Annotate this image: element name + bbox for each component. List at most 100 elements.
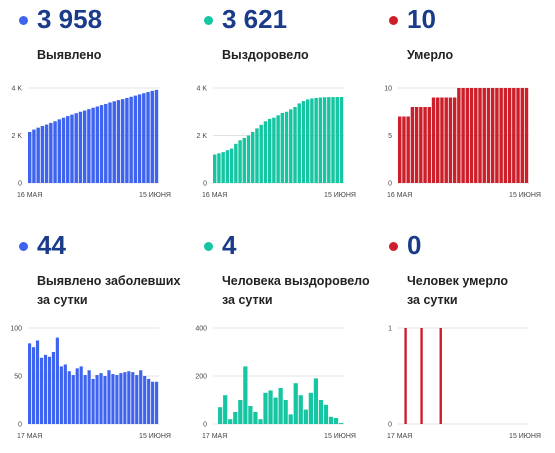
chart-bar xyxy=(221,152,225,184)
stat-sublabel: за сутки xyxy=(407,293,458,307)
chart-bar xyxy=(87,370,91,424)
chart-bar xyxy=(225,150,230,183)
y-tick-label: 2 K xyxy=(11,133,22,140)
chart-bar xyxy=(218,407,223,424)
chart-bar xyxy=(314,97,318,183)
chart-bar xyxy=(119,373,123,424)
chart-bar xyxy=(469,88,474,183)
y-tick-label: 50 xyxy=(14,374,22,381)
bar-chart: 0 50 100 17 МАЯ 15 ИЮНЯ xyxy=(10,326,171,441)
y-tick-label: 0 xyxy=(388,422,392,429)
x-end-label: 15 ИЮНЯ xyxy=(509,433,541,440)
chart-bar xyxy=(436,97,440,183)
chart-bar xyxy=(35,340,40,424)
y-tick-label: 1 xyxy=(388,326,392,333)
chart-bar xyxy=(125,97,129,183)
chart-bar xyxy=(99,373,103,424)
chart-bar xyxy=(474,88,478,183)
chart-bar xyxy=(61,117,66,183)
stat-label: Выявлено xyxy=(37,48,102,62)
stat-panel: 0 Человек умерло за сутки 0 1 17 МАЯ 15 ИЮНЯ xyxy=(370,226,555,452)
chart-bar xyxy=(339,97,344,183)
chart-bar xyxy=(139,370,143,424)
chart-bar xyxy=(103,376,107,424)
stat-value: 3 958 xyxy=(37,4,103,34)
chart-bar xyxy=(57,119,62,183)
chart-bar xyxy=(28,343,32,424)
chart-bar xyxy=(151,381,155,424)
chart-bar xyxy=(91,378,95,424)
chart-bar xyxy=(55,337,59,424)
x-start-label: 17 МАЯ xyxy=(202,433,227,440)
chart-bar xyxy=(499,88,503,183)
chart-bar xyxy=(305,99,310,183)
y-tick-label: 10 xyxy=(384,86,392,93)
stat-label: Выявлено заболевших xyxy=(37,274,181,288)
stat-value: 3 621 xyxy=(222,4,288,34)
chart-bar xyxy=(43,354,48,424)
chart-bar xyxy=(40,126,45,183)
chart-bar xyxy=(288,414,293,424)
chart-bar xyxy=(107,370,111,424)
stat-panel: 44 Выявлено заболевших за сутки 0 50 100 17 МА… xyxy=(0,226,185,452)
chart-bar xyxy=(318,97,323,183)
x-end-label: 15 ИЮНЯ xyxy=(139,192,171,199)
legend-dot-icon xyxy=(19,242,28,251)
y-tick-label: 0 xyxy=(18,422,22,429)
chart-bar xyxy=(335,97,339,183)
y-tick-label: 5 xyxy=(388,133,392,140)
chart-bar xyxy=(323,404,329,424)
bar-chart: 0 2 K 4 K 16 МАЯ 15 ИЮНЯ xyxy=(196,86,356,200)
chart-bar xyxy=(414,107,419,183)
chart-bar xyxy=(51,352,55,424)
stat-label: Человека выздоровело xyxy=(222,274,370,288)
chart-bar xyxy=(406,116,410,183)
y-tick-label: 0 xyxy=(388,181,392,188)
x-end-label: 15 ИЮНЯ xyxy=(509,192,541,199)
chart-bar xyxy=(482,88,486,183)
chart-bar xyxy=(150,90,154,183)
chart-bar xyxy=(251,131,255,183)
stat-label: Человек умерло xyxy=(407,274,509,288)
stat-panel: 3 958 Выявлено 0 2 K 4 K 16 МАЯ 15 ИЮНЯ xyxy=(0,0,185,226)
chart-bar xyxy=(87,109,91,183)
chart-bar xyxy=(448,97,453,183)
chart-bar xyxy=(223,395,228,424)
stat-sublabel: за сутки xyxy=(37,293,88,307)
stat-label: Выздоровело xyxy=(222,48,309,62)
x-start-label: 17 МАЯ xyxy=(387,433,412,440)
chart-bar xyxy=(49,122,53,183)
chart-bar xyxy=(71,375,75,424)
chart-bar xyxy=(516,88,520,183)
x-start-label: 17 МАЯ xyxy=(17,433,42,440)
chart-bar xyxy=(67,371,71,424)
chart-bar xyxy=(452,97,457,183)
chart-bar xyxy=(234,143,238,183)
chart-bar xyxy=(289,109,293,184)
chart-bar xyxy=(272,117,276,183)
legend-dot-icon xyxy=(204,16,213,25)
chart-bar xyxy=(268,390,273,424)
stat-value: 0 xyxy=(407,230,422,260)
chart-bar xyxy=(297,103,301,183)
chart-bar xyxy=(308,392,313,424)
chart-bar xyxy=(111,374,115,424)
stat-value: 10 xyxy=(407,4,436,34)
chart-bar xyxy=(512,88,516,183)
chart-bar xyxy=(104,103,108,183)
chart-bar xyxy=(147,378,151,424)
chart-bar xyxy=(419,107,423,183)
chart-bar xyxy=(95,375,99,424)
stat-value: 44 xyxy=(37,230,66,260)
chart-bar xyxy=(246,135,251,183)
chart-bar xyxy=(280,112,285,183)
chart-bar xyxy=(78,111,83,183)
chart-bar xyxy=(303,409,308,424)
chart-bar xyxy=(112,101,116,183)
chart-bar xyxy=(420,328,423,424)
y-tick-label: 4 K xyxy=(11,86,22,93)
chart-bar xyxy=(327,97,331,183)
chart-bar xyxy=(331,97,335,183)
y-tick-label: 0 xyxy=(18,181,22,188)
legend-dot-icon xyxy=(389,16,398,25)
